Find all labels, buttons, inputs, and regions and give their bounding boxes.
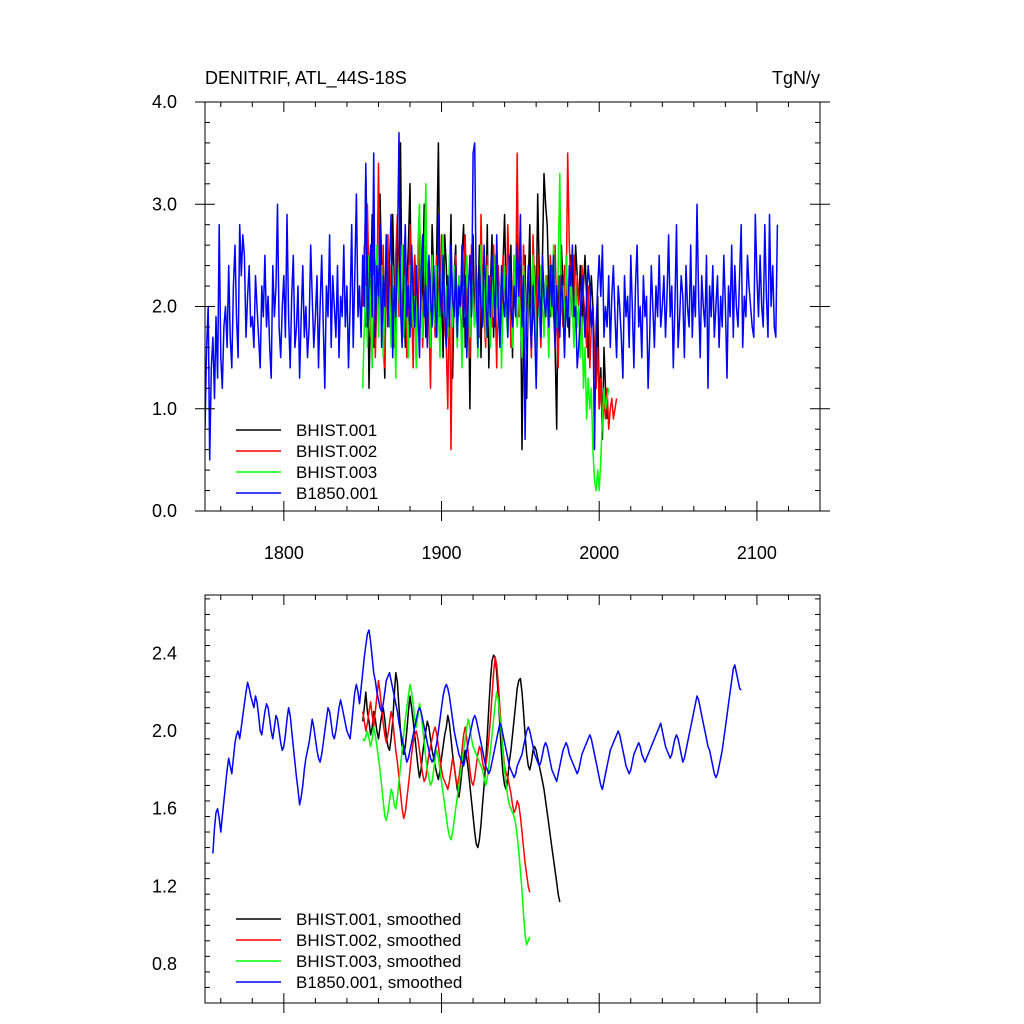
legend-label: B1850.001 xyxy=(296,484,378,503)
legend: BHIST.001 BHIST.002 BHIST.003 B1850.001 xyxy=(236,421,378,503)
plot-frame xyxy=(204,594,821,1004)
series-group xyxy=(212,629,742,946)
chart-title: DENITRIF, ATL_44S-18S xyxy=(205,68,407,89)
x-tick-label: 2000 xyxy=(579,543,619,563)
series-line-bhist-003 xyxy=(361,172,610,492)
y-tick-label: 2.4 xyxy=(152,643,177,663)
series-line-b1850-001 xyxy=(205,131,779,461)
y-tick-label: 3.0 xyxy=(152,194,177,214)
top-panel: 0.0 1.0 2.0 3.0 4.0 1800 1900 2000 2100 DENITRIF,… xyxy=(152,68,830,563)
y-tick-label: 1.0 xyxy=(152,399,177,419)
y-tick-label: 2.0 xyxy=(152,297,177,317)
x-tick-label: 2100 xyxy=(737,543,777,563)
legend-label: BHIST.002, smoothed xyxy=(296,931,461,950)
series-line-b1850-001-smoothed xyxy=(212,629,742,854)
legend-label: B1850.001, smoothed xyxy=(296,973,462,992)
legend-label: BHIST.001, smoothed xyxy=(296,910,461,929)
y-tick-label: 0.0 xyxy=(152,501,177,521)
legend-label: BHIST.001 xyxy=(296,421,377,440)
units-label: TgN/y xyxy=(772,68,820,88)
x-tick-label: 1900 xyxy=(422,543,462,563)
y-tick-label: 2.0 xyxy=(152,721,177,741)
series-group xyxy=(205,131,779,492)
legend-label: BHIST.003, smoothed xyxy=(296,952,461,971)
y-tick-label: 1.6 xyxy=(152,799,177,819)
y-tick-label: 1.2 xyxy=(152,876,177,896)
y-tick-label: 4.0 xyxy=(152,92,177,112)
legend-label: BHIST.003 xyxy=(296,463,377,482)
series-line-bhist-001-smoothed xyxy=(361,654,561,903)
x-tick-label: 1800 xyxy=(264,543,304,563)
legend: BHIST.001, smoothed BHIST.002, smoothed BH… xyxy=(236,910,462,992)
legend-label: BHIST.002 xyxy=(296,442,377,461)
series-line-bhist-003-smoothed xyxy=(362,683,531,946)
y-tick-label: 0.8 xyxy=(152,954,177,974)
